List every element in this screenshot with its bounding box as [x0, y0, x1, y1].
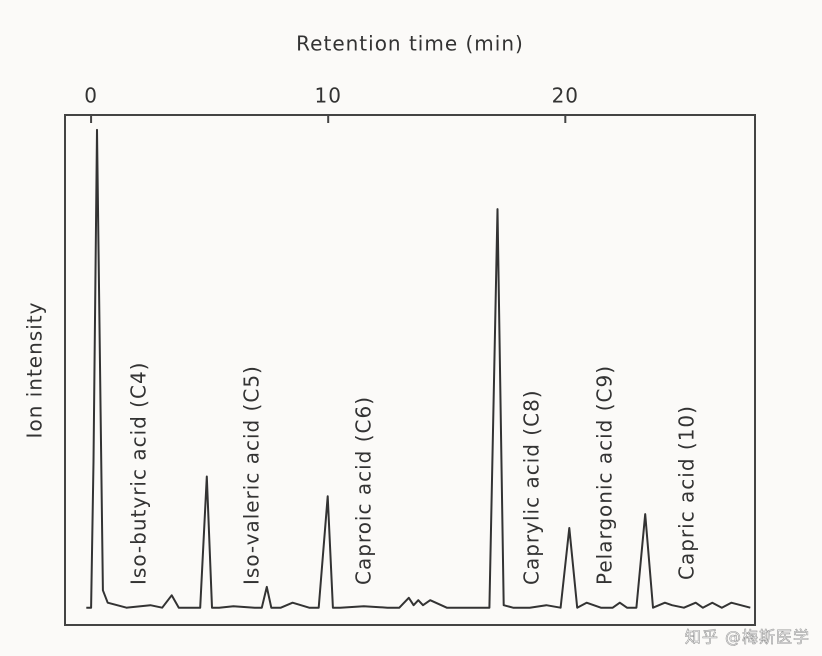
peak-label: Caprylic acid (C8): [520, 389, 544, 585]
peak-label: Pelargonic acid (C9): [593, 365, 617, 585]
x-tick-label: 0: [84, 84, 98, 108]
watermark: 知乎 @梅斯医学: [685, 628, 810, 647]
peak-label: Caproic acid (C6): [352, 396, 376, 585]
y-axis-label: Ion intensity: [23, 302, 47, 439]
peak-label: Iso-butyric acid (C4): [127, 362, 151, 585]
x-tick-label: 10: [314, 84, 341, 108]
peak-label: Iso-valeric acid (C5): [240, 365, 264, 585]
x-tick-label: 20: [552, 84, 579, 108]
plot-frame: [64, 114, 756, 626]
chromatogram-line: [86, 128, 751, 609]
peak-label: Capric acid (10): [675, 405, 699, 580]
x-axis-label: Retention time (min): [296, 32, 524, 56]
